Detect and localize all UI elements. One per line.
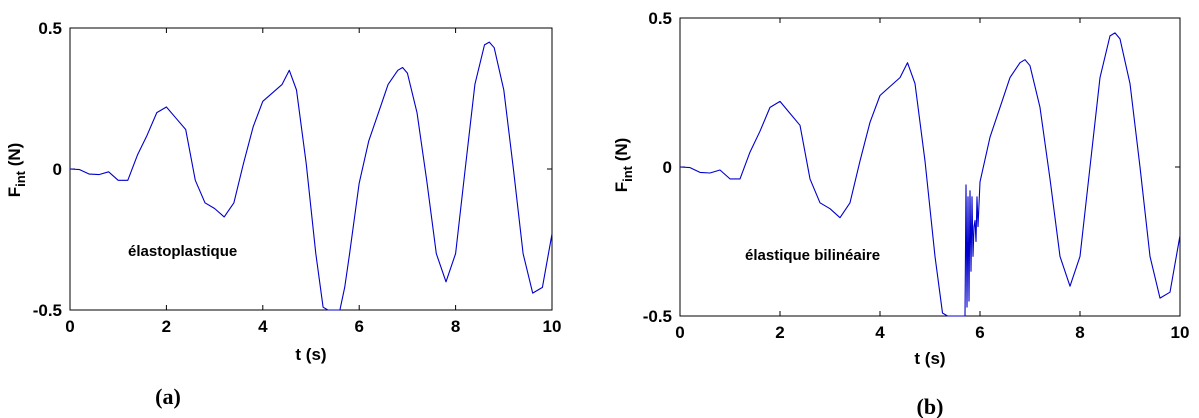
y-tick-label: -0.5: [643, 307, 672, 326]
y-axis-label: Fint (N): [5, 143, 28, 198]
x-axis-label: t (s): [914, 349, 945, 368]
annotation-label: élastique bilinéaire: [745, 247, 880, 264]
x-tick-label: 8: [451, 317, 460, 336]
x-tick-label: 2: [775, 323, 784, 342]
y-axis-label-unit: (N): [5, 143, 24, 171]
y-tick-label: 0.5: [648, 9, 672, 28]
y-axis-label-main: F: [5, 187, 24, 197]
x-tick-label: 4: [875, 323, 885, 342]
y-axis-label-subscript: int: [620, 165, 635, 182]
x-tick-label: 10: [543, 317, 562, 336]
panel-b: 0 2 4 6 8 10-0.500.5t (s)Fint (N)élastique bi…: [612, 9, 1189, 418]
x-tick-label: 8: [1075, 323, 1084, 342]
y-tick-label: 0: [53, 160, 62, 179]
panel-caption: (a): [155, 384, 181, 409]
x-tick-label: 2: [162, 317, 171, 336]
x-tick-label: 4: [258, 317, 268, 336]
y-tick-label: 0.5: [38, 19, 62, 38]
x-tick-label: 10: [1171, 323, 1190, 342]
plot-frame: [69, 27, 553, 311]
y-axis-label-unit: (N): [612, 138, 631, 166]
series-line: [679, 32, 1181, 317]
panel-caption: (b): [917, 394, 944, 418]
x-tick-label: 0: [675, 323, 684, 342]
panel-a: 0 2 4 6 8 10-0.500.5t (s)Fint (N)élastoplasti…: [5, 19, 561, 409]
y-tick-label: -0.5: [33, 301, 62, 320]
y-axis-label-subscript: int: [13, 170, 28, 187]
x-tick-label: 0: [65, 317, 74, 336]
y-axis-label: Fint (N): [612, 138, 635, 193]
y-tick-label: 0: [663, 158, 672, 177]
annotation-label: élastoplastique: [128, 243, 237, 260]
plot-frame: [679, 17, 1181, 317]
x-tick-label: 6: [975, 323, 984, 342]
y-axis-label-main: F: [612, 182, 631, 192]
series-line: [69, 41, 553, 311]
x-tick-label: 6: [354, 317, 363, 336]
x-axis-label: t (s): [295, 345, 326, 364]
